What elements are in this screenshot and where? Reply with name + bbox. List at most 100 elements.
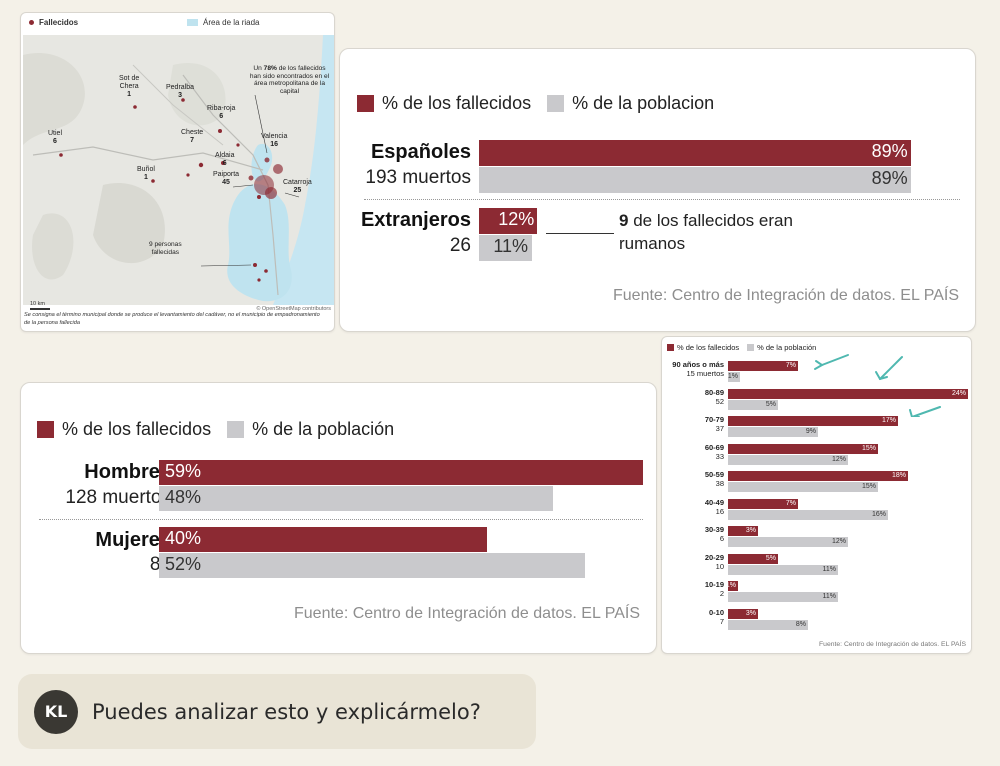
population-value-label: 12% bbox=[831, 455, 846, 463]
age-group: 0-10 bbox=[708, 607, 724, 617]
deaths-value-label: 1% bbox=[725, 582, 736, 589]
deaths-value-label: 7% bbox=[785, 499, 796, 507]
map-scale: 10 km bbox=[30, 301, 50, 310]
population-value-label: 12% bbox=[831, 538, 846, 545]
population-bar bbox=[159, 553, 586, 578]
town-label: Buñol 1 bbox=[137, 166, 155, 182]
metro-area-note: Un 78% de los fallecidos han sido encont… bbox=[249, 65, 330, 95]
deaths-value-label: 7% bbox=[785, 362, 796, 369]
deaths-value-label: 17% bbox=[881, 417, 896, 424]
map-attribution: © OpenStreetMap contributors bbox=[256, 306, 331, 312]
gender-legend: % de los fallecidos % de la población bbox=[37, 419, 394, 440]
avatar: KL bbox=[34, 689, 78, 734]
population-swatch-icon bbox=[747, 344, 755, 351]
row-label: Extranjeros bbox=[360, 209, 471, 231]
deaths-value-label: 59% bbox=[165, 461, 202, 481]
arrow-head-icon bbox=[909, 409, 920, 417]
age-group: 90 años o más bbox=[672, 360, 724, 369]
town-label: Pedralba 3 bbox=[166, 84, 195, 100]
age-group-deaths: 6 bbox=[719, 534, 724, 544]
deaths-bar bbox=[728, 608, 758, 619]
deaths-swatch-icon bbox=[667, 344, 674, 351]
age-group-label: 30-39 6 bbox=[662, 525, 724, 544]
arrow-icon bbox=[911, 406, 941, 417]
deaths-value-label: 24% bbox=[951, 389, 966, 397]
age-group-deaths: 37 bbox=[715, 424, 724, 434]
age-group-label: 50-59 38 bbox=[662, 470, 724, 489]
deaths-bar bbox=[728, 498, 798, 509]
population-bar bbox=[479, 167, 911, 193]
deaths-bar bbox=[728, 361, 798, 371]
population-bar bbox=[728, 509, 888, 520]
arrow-icon bbox=[821, 354, 849, 366]
age-group-label: 20-29 10 bbox=[662, 553, 724, 572]
nationality-chart-card: % de los fallecidos % de la poblacion Es… bbox=[339, 48, 976, 332]
deaths-bar bbox=[728, 581, 738, 591]
town-label: Aldaia 6 bbox=[215, 152, 235, 168]
deaths-bar bbox=[479, 140, 911, 166]
population-bar bbox=[159, 486, 553, 511]
town-label: Sot de Chera 1 bbox=[119, 75, 140, 99]
map-footnote: Se consigna el término municipal donde s… bbox=[24, 312, 320, 326]
deaths-value-label: 3% bbox=[745, 609, 756, 617]
source-note: Fuente: Centro de Integración de datos. … bbox=[613, 287, 959, 304]
population-bar bbox=[728, 399, 778, 410]
deaths-value-label: 3% bbox=[745, 527, 756, 534]
age-group-label: 0-10 7 bbox=[662, 608, 724, 627]
age-chart-card: % de los fallecidos % de la población 90… bbox=[661, 336, 972, 654]
arrow-icon bbox=[879, 356, 903, 380]
age-group: 40-49 bbox=[704, 497, 724, 507]
population-bar bbox=[479, 235, 533, 261]
population-bar bbox=[728, 454, 848, 465]
population-value-label: 9% bbox=[805, 428, 816, 435]
deaths-bar bbox=[728, 526, 758, 536]
age-group: 50-59 bbox=[704, 470, 724, 479]
deaths-value-label: 12% bbox=[498, 209, 535, 229]
population-value-label: 11% bbox=[822, 593, 837, 600]
age-group: 30-39 bbox=[704, 525, 724, 534]
population-value-label: 11% bbox=[822, 565, 837, 573]
deaths-bar bbox=[479, 208, 538, 234]
row-sublabel: 26 bbox=[449, 235, 471, 256]
nationality-legend: % de los fallecidos % de la poblacion bbox=[357, 93, 714, 114]
population-bar bbox=[728, 592, 838, 602]
row-sublabel: 128 muertos bbox=[65, 487, 171, 508]
population-bar bbox=[728, 372, 740, 382]
age-group-label: 80-89 52 bbox=[662, 388, 724, 407]
deaths-value-label: 15% bbox=[861, 444, 876, 452]
romanians-annotation: 9 de los fallecidos eran rumanos bbox=[619, 211, 793, 253]
row-sublabel: 193 muertos bbox=[365, 167, 471, 188]
age-group: 70-79 bbox=[704, 415, 724, 424]
population-bar bbox=[728, 482, 878, 492]
deaths-swatch-icon bbox=[357, 95, 374, 112]
deaths-dot-icon bbox=[29, 20, 34, 25]
age-group-deaths: 2 bbox=[719, 589, 724, 599]
legend-flood-area: Área de la riada bbox=[187, 18, 259, 27]
row-label: Españoles bbox=[370, 141, 471, 163]
age-group-label: 70-79 37 bbox=[662, 415, 724, 434]
row-label: Mujeres bbox=[95, 529, 171, 551]
arrow-head-icon bbox=[875, 371, 888, 381]
population-bar bbox=[728, 427, 818, 437]
row-label: Hombres bbox=[84, 461, 171, 483]
deaths-bar bbox=[159, 527, 487, 552]
source-note: Fuente: Centro de Integración de datos. … bbox=[294, 605, 640, 622]
flood-area-swatch-icon bbox=[187, 19, 198, 26]
deaths-value-label: 18% bbox=[891, 472, 906, 479]
arrow-head-icon bbox=[814, 360, 824, 370]
deaths-bar bbox=[159, 460, 643, 485]
user-message-bubble: KL Puedes analizar esto y explicármelo? bbox=[18, 674, 536, 749]
population-value-label: 1% bbox=[727, 373, 738, 380]
age-group: 10-19 bbox=[704, 580, 724, 589]
town-label: Paiporta 45 bbox=[213, 171, 240, 187]
user-message-text: Puedes analizar esto y explicármelo? bbox=[92, 699, 481, 724]
age-group-deaths: 38 bbox=[715, 479, 724, 489]
row-divider bbox=[364, 199, 960, 200]
town-label: Riba-roja 6 bbox=[207, 105, 236, 121]
age-group-label: 40-49 16 bbox=[662, 498, 724, 517]
age-group-label: 60-69 33 bbox=[662, 443, 724, 462]
town-label: Catarroja 25 bbox=[283, 179, 312, 195]
deaths-bar bbox=[728, 471, 908, 481]
deaths-map-card: Fallecidos Área de la riada bbox=[20, 12, 335, 332]
deaths-bar bbox=[728, 388, 968, 399]
